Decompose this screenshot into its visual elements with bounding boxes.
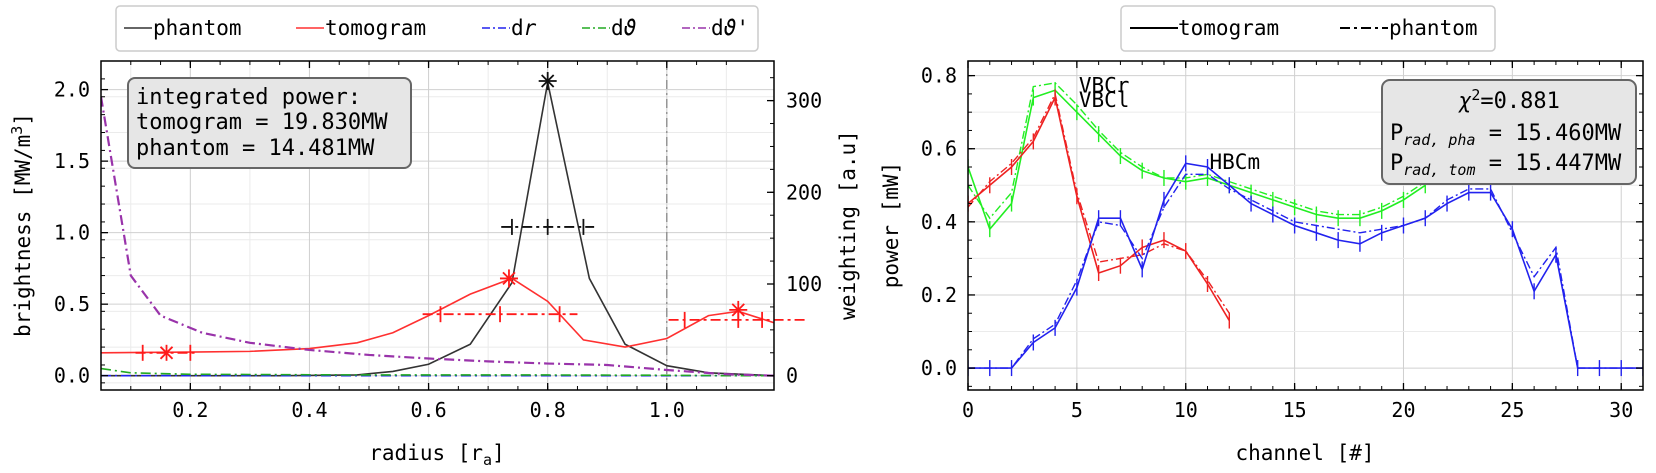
star-marker-d2	[502, 271, 516, 286]
chi-square-value: χ2=0.881	[1458, 86, 1560, 114]
series-phantom-vbcr	[968, 82, 1426, 220]
legend-label-phantom-right: phantom	[1389, 16, 1478, 40]
left-y2-tick-label: 100	[786, 272, 822, 296]
legend-label-tomogram: tomogram	[325, 16, 426, 40]
series-line-tomogram	[101, 277, 774, 354]
legend-entry-phantom: phantom	[124, 16, 242, 40]
legend-entry-dtheta-prime: dϑ'	[682, 16, 749, 40]
integrated-power-phantom: phantom = 14.481MW	[136, 136, 375, 161]
left-x-tick-label: 0.4	[291, 398, 327, 422]
legend-entry-tomogram-right: tomogram	[1130, 16, 1279, 40]
right-series	[968, 82, 1643, 377]
series-phantom-hbcm	[968, 173, 1643, 369]
errorbar-phantom	[501, 218, 595, 235]
legend-entry-tomogram: tomogram	[296, 16, 426, 40]
right-x-tick-label: 30	[1609, 398, 1633, 422]
left-y-axis-label: brightness [MW/m3]	[8, 113, 35, 337]
star-marker-d2	[159, 346, 174, 360]
integrated-power-box: integrated power: tomogram = 19.830MW ph…	[127, 77, 412, 169]
legend-label-dtheta: dϑ	[611, 16, 637, 40]
right-y-axis-label: power [mW]	[879, 162, 903, 288]
series-tomogram-vbcr	[968, 89, 1426, 231]
star-marker-d2	[541, 74, 555, 88]
errorbar-phantom	[538, 72, 557, 91]
right-y-tick-label: 0.6	[921, 137, 957, 161]
prad-phantom-value: Prad, pha = 15.460MW	[1390, 121, 1622, 149]
left-y-tick-label: 0.5	[54, 292, 90, 316]
left-x-axis-label: radius [ra]	[369, 441, 504, 469]
camera-label-hbcm: HBCm	[1210, 150, 1261, 174]
series-line-dtheta-prime	[101, 96, 774, 377]
left-y-tick-label: 1.5	[54, 149, 90, 173]
right-x-axis-label: channel [#]	[1235, 441, 1374, 465]
legend-entry-phantom-right: phantom	[1340, 16, 1478, 40]
left-errorbars	[135, 72, 808, 361]
star-marker-d2	[731, 303, 745, 317]
errorbar-tomogram	[668, 311, 808, 328]
errorbar-tomogram	[729, 300, 748, 319]
left-y-tick-label: 1.0	[54, 221, 90, 245]
integrated-power-tomogram: tomogram = 19.830MW	[136, 110, 388, 135]
integrated-power-box-frame	[127, 77, 412, 169]
left-legend: phantom tomogram dr dϑ dϑ'	[115, 5, 759, 52]
right-x-tick-label: 0	[962, 398, 974, 422]
right-legend-frame	[1120, 5, 1496, 52]
left-y-tick-label: 2.0	[54, 78, 90, 102]
legend-label-dtheta-prime: dϑ'	[711, 16, 749, 40]
series-line-dtheta	[101, 367, 774, 377]
left-legend-frame	[115, 5, 759, 52]
right-axes-frame	[967, 60, 1644, 391]
legend-label-tomogram-right: tomogram	[1178, 16, 1279, 40]
legend-entry-dtheta: dϑ	[582, 16, 637, 40]
left-x-tick-label: 0.2	[172, 398, 208, 422]
left-y2-tick-label: 300	[786, 89, 822, 113]
left-y2-tick-label: 200	[786, 180, 822, 204]
right-x-tick-label: 25	[1500, 398, 1524, 422]
right-y-tick-label: 0.8	[921, 64, 957, 88]
right-x-tick-label: 5	[1071, 398, 1083, 422]
series-tomogram-hbcm	[968, 162, 1643, 369]
right-ticks: 0 5 10 15 20 25 30 0.0 0.2 0.4 0.6 0.8	[921, 61, 1644, 422]
legend-entry-dr: dr	[482, 16, 537, 40]
prad-tomogram-value: Prad, tom = 15.447MW	[1390, 151, 1622, 179]
left-axes-frame	[100, 60, 775, 391]
star-marker-tomogram-inner	[159, 346, 174, 360]
right-x-tick-label: 20	[1391, 398, 1415, 422]
left-y-tick-label: 0.0	[54, 364, 90, 388]
right-y-tick-label: 0.4	[921, 210, 957, 234]
camera-label-vbcl: VBCl	[1079, 88, 1130, 112]
left-ticks: 0.2 0.4 0.6 0.8 1.0 0.0 0.5 1.0 1.5 2.0 0 100 200 300	[54, 61, 822, 422]
chi-square-box-frame	[1381, 79, 1637, 185]
right-y-tick-label: 0.0	[921, 356, 957, 380]
legend-label-phantom: phantom	[153, 16, 242, 40]
right-legend: tomogram phantom	[1120, 5, 1496, 52]
left-x-tick-label: 1.0	[649, 398, 685, 422]
left-y2-tick-label: 0	[786, 364, 798, 388]
chi-square-box: χ2=0.881 Prad, pha = 15.460MW Prad, tom …	[1381, 79, 1637, 185]
left-x-tick-label: 0.8	[530, 398, 566, 422]
left-x-tick-label: 0.6	[411, 398, 447, 422]
left-panel: 0.2 0.4 0.6 0.8 1.0 0.0 0.5 1.0 1.5 2.0 0 100 200 300…	[8, 60, 860, 469]
errorbar-tomogram	[422, 306, 578, 323]
errorbar-tomogram	[499, 269, 518, 288]
left-y2-axis-label: weighting [a.u]	[836, 130, 860, 320]
legend-label-dr: dr	[511, 16, 537, 40]
right-x-tick-label: 10	[1174, 398, 1198, 422]
integrated-power-title: integrated power:	[136, 85, 361, 110]
camera-label-vbcr: VBCr	[1079, 73, 1130, 97]
right-y-tick-label: 0.2	[921, 283, 957, 307]
right-x-tick-label: 15	[1283, 398, 1307, 422]
